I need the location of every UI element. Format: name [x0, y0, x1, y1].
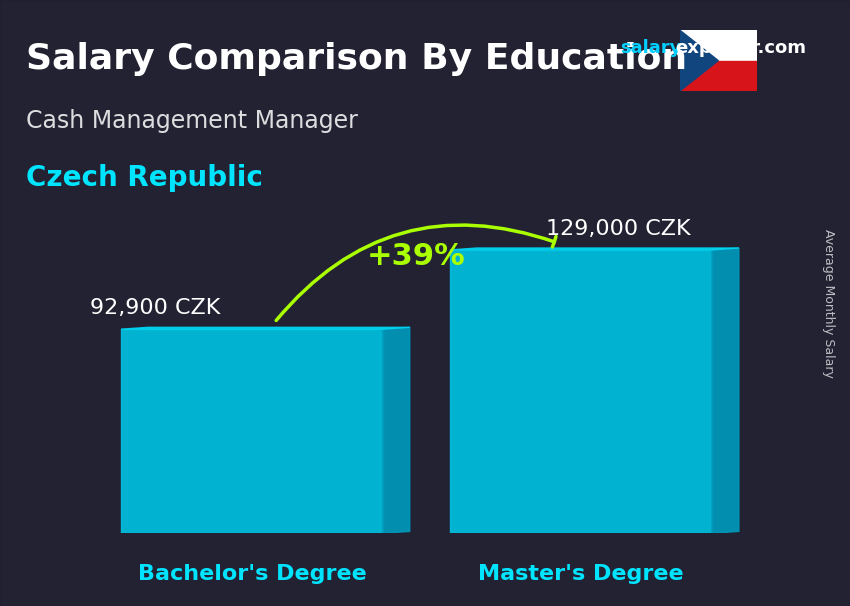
Text: Master's Degree: Master's Degree [479, 564, 684, 584]
Text: 92,900 CZK: 92,900 CZK [89, 298, 220, 318]
Text: +39%: +39% [367, 242, 466, 271]
Text: Cash Management Manager: Cash Management Manager [26, 109, 357, 133]
Text: Average Monthly Salary: Average Monthly Salary [822, 228, 836, 378]
Text: explorer.com: explorer.com [676, 39, 807, 58]
Polygon shape [382, 327, 410, 533]
Text: Czech Republic: Czech Republic [26, 164, 263, 191]
Bar [680, 30, 756, 61]
Polygon shape [680, 30, 718, 91]
Text: Salary Comparison By Education: Salary Comparison By Education [26, 42, 687, 76]
Text: 129,000 CZK: 129,000 CZK [547, 219, 691, 239]
Bar [450, 250, 712, 533]
Bar [680, 61, 756, 91]
Polygon shape [121, 327, 410, 329]
Text: salary: salary [620, 39, 682, 58]
Bar [121, 329, 383, 533]
Polygon shape [450, 248, 739, 250]
Polygon shape [712, 248, 739, 533]
Text: Bachelor's Degree: Bachelor's Degree [138, 564, 366, 584]
